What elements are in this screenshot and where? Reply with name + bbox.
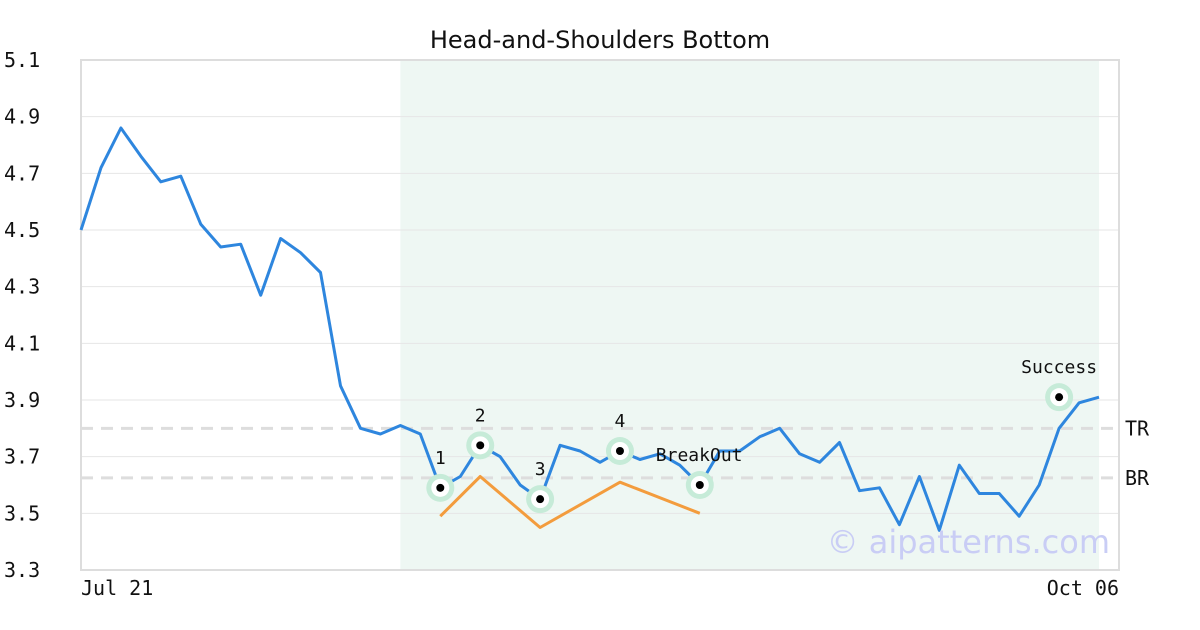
plot-frame [80,59,1120,571]
level-label: TR [1125,416,1150,440]
y-tick-label: 3.7 [4,445,40,469]
level-label: BR [1125,466,1150,490]
pattern-region [400,60,1100,570]
y-tick-label: 4.9 [4,105,40,129]
y-tick-label: 4.5 [4,218,40,242]
marker-dot [536,495,545,504]
watermark: © aipatterns.com [827,523,1110,561]
x-tick-label: Jul 21 [81,576,153,600]
y-tick-label: 4.7 [4,161,40,185]
marker-label: 2 [475,405,486,426]
y-tick-label: 4.1 [4,331,40,355]
x-tick-label: Oct 06 [1047,576,1119,600]
marker-label: BreakOut [656,445,743,466]
marker-label: 1 [435,448,446,469]
marker-label: Success [1021,357,1097,378]
y-tick-label: 4.3 [4,275,40,299]
marker-dot [1055,393,1064,402]
y-tick-label: 5.1 [4,48,40,72]
chart-title: Head-and-Shoulders Bottom [430,26,770,54]
pattern-line [439,475,701,529]
marker-label: 4 [615,411,626,432]
marker-dot [615,447,624,455]
y-tick-label: 3.9 [4,388,40,412]
price-line [79,126,1100,532]
plot-area: 3.3 3.5 3.7 3.9 4.1 4.3 4.5 4.7 4.9 5.1 Jul 21 Oct … [4,48,1150,600]
marker-dot [436,483,445,492]
marker-dot [476,441,485,450]
y-tick-label: 3.3 [4,558,40,582]
marker-dot [695,481,704,489]
marker-label: 3 [535,459,546,480]
y-tick-label: 3.5 [4,501,40,525]
